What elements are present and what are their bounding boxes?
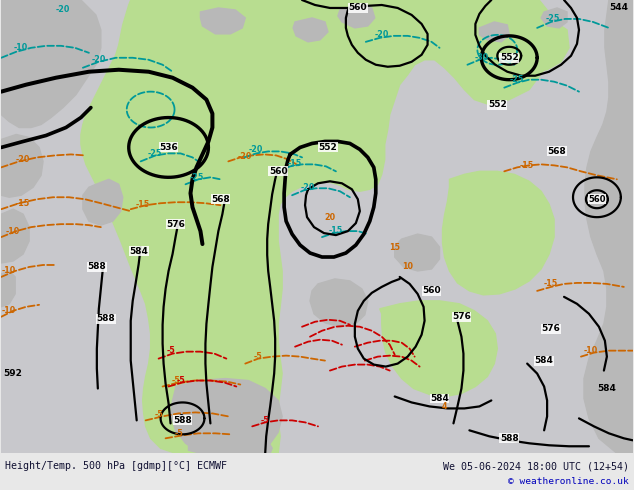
Text: 4: 4 <box>442 402 447 411</box>
Text: 20: 20 <box>325 213 335 221</box>
Text: -5: -5 <box>261 416 269 425</box>
Text: 576: 576 <box>452 312 471 321</box>
Text: 568: 568 <box>211 195 230 204</box>
Polygon shape <box>541 8 567 28</box>
Text: -10: -10 <box>6 226 20 236</box>
Polygon shape <box>293 18 328 42</box>
Text: -30: -30 <box>474 53 488 62</box>
Text: -5: -5 <box>171 376 180 385</box>
Text: 560: 560 <box>588 195 605 204</box>
Text: 584: 584 <box>129 246 148 255</box>
Text: -10: -10 <box>14 43 29 52</box>
Text: 552: 552 <box>318 143 337 152</box>
Polygon shape <box>1 0 633 453</box>
Text: -20: -20 <box>56 5 70 15</box>
Text: 560: 560 <box>422 286 441 295</box>
Text: -5: -5 <box>174 429 183 438</box>
Text: -25: -25 <box>510 75 524 84</box>
Text: -15: -15 <box>329 225 343 235</box>
Text: 584: 584 <box>534 356 553 365</box>
Text: 552: 552 <box>488 100 507 109</box>
Text: -15: -15 <box>544 279 558 289</box>
Polygon shape <box>188 426 272 453</box>
Text: 588: 588 <box>87 263 107 271</box>
Polygon shape <box>1 209 29 263</box>
Text: 15: 15 <box>389 243 400 251</box>
Polygon shape <box>338 5 375 28</box>
Text: 10: 10 <box>402 263 413 271</box>
Text: 588: 588 <box>500 434 519 443</box>
Polygon shape <box>443 172 554 295</box>
Text: Height/Temp. 500 hPa [gdmp][°C] ECMWF: Height/Temp. 500 hPa [gdmp][°C] ECMWF <box>5 461 227 471</box>
Polygon shape <box>81 0 559 453</box>
Text: -15: -15 <box>288 159 302 168</box>
Text: -20: -20 <box>92 55 106 64</box>
Text: -20: -20 <box>249 145 263 154</box>
Polygon shape <box>310 279 368 327</box>
Text: 588: 588 <box>173 416 192 425</box>
Text: 576: 576 <box>541 324 560 333</box>
Text: 584: 584 <box>597 384 616 393</box>
Text: 560: 560 <box>349 3 367 12</box>
Polygon shape <box>200 8 245 34</box>
Text: -5: -5 <box>166 346 175 355</box>
Polygon shape <box>0 453 634 490</box>
Text: 592: 592 <box>4 369 23 378</box>
Text: -10: -10 <box>2 306 16 315</box>
Text: © weatheronline.co.uk: © weatheronline.co.uk <box>508 477 629 486</box>
Polygon shape <box>479 22 509 42</box>
Text: -25: -25 <box>190 173 204 182</box>
Text: 568: 568 <box>548 147 566 156</box>
Polygon shape <box>395 234 439 271</box>
Polygon shape <box>489 15 569 72</box>
Text: -20: -20 <box>16 155 30 164</box>
Text: 560: 560 <box>269 167 287 176</box>
Polygon shape <box>584 0 633 453</box>
Text: -25: -25 <box>148 149 162 158</box>
Text: 576: 576 <box>166 220 185 229</box>
Text: -15: -15 <box>16 199 30 208</box>
Text: -5: -5 <box>154 410 163 419</box>
Polygon shape <box>380 301 497 396</box>
Polygon shape <box>171 379 282 460</box>
Text: -10: -10 <box>584 346 598 355</box>
Polygon shape <box>1 271 15 307</box>
Text: -10: -10 <box>2 267 16 275</box>
Text: -20: -20 <box>301 183 315 192</box>
Polygon shape <box>83 179 123 225</box>
Text: 544: 544 <box>609 3 628 12</box>
Text: -20: -20 <box>238 152 252 161</box>
Polygon shape <box>1 134 43 197</box>
Text: -25: -25 <box>546 14 560 24</box>
Text: 584: 584 <box>430 394 449 403</box>
Text: -15: -15 <box>136 200 150 209</box>
Text: -5: -5 <box>254 352 262 361</box>
Text: -15: -15 <box>520 161 534 170</box>
Text: 536: 536 <box>159 143 178 152</box>
Text: 588: 588 <box>96 314 115 323</box>
Text: 552: 552 <box>500 53 519 62</box>
Text: We 05-06-2024 18:00 UTC (12+54): We 05-06-2024 18:00 UTC (12+54) <box>443 461 629 471</box>
Polygon shape <box>1 0 101 127</box>
Text: -5: -5 <box>176 376 185 385</box>
Text: -20: -20 <box>375 30 389 39</box>
